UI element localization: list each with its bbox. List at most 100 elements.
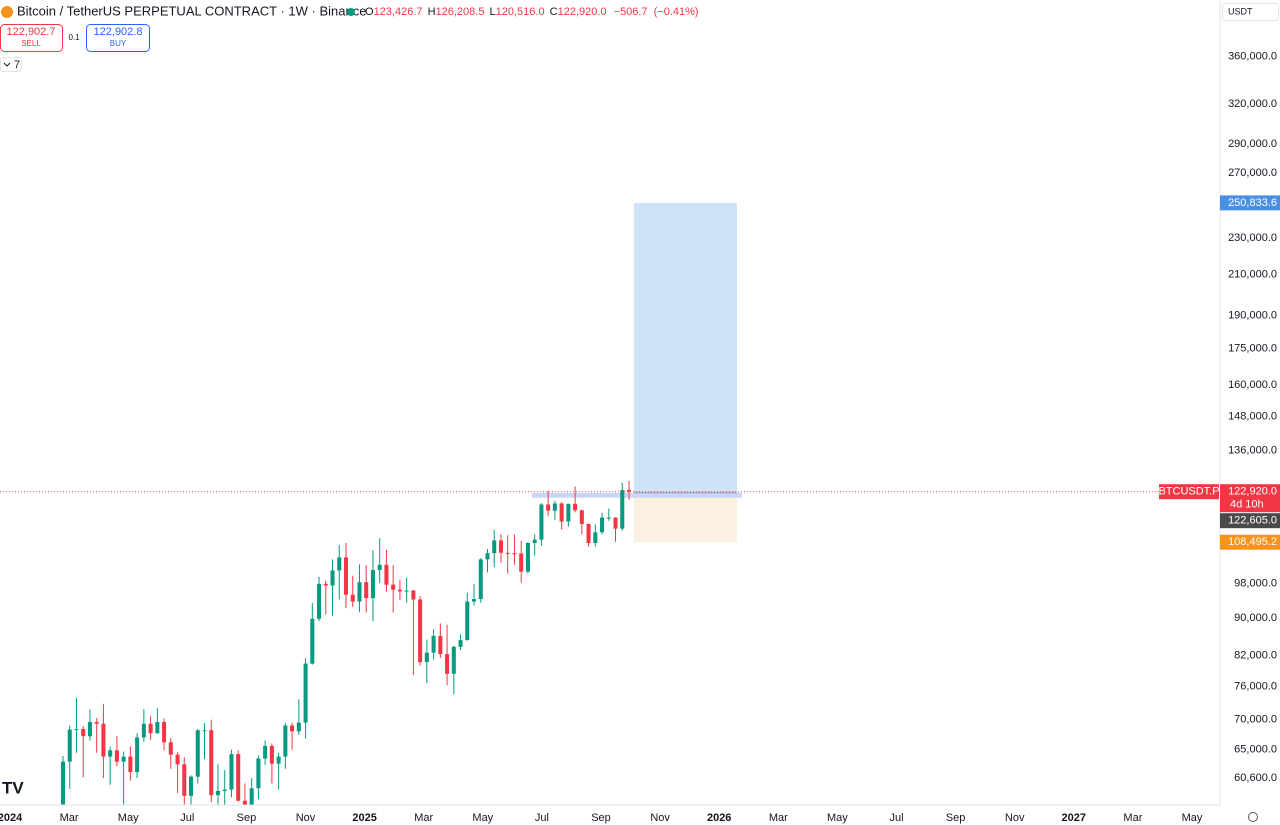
x-tick-label: 2025	[352, 812, 376, 824]
candle-body	[189, 776, 194, 796]
x-tick-label: Jul	[535, 812, 549, 824]
candle-body	[404, 590, 409, 592]
x-tick-label: 2026	[707, 812, 731, 824]
y-tick-label: 290,000.0	[1228, 138, 1277, 150]
price-label: 122,605.0	[1228, 515, 1277, 527]
toggle-box[interactable]	[0, 57, 22, 72]
entry-band	[532, 492, 742, 498]
y-tick-label: 98,000.0	[1234, 577, 1277, 589]
sell-box[interactable]	[0, 24, 63, 52]
candle-body	[546, 504, 551, 511]
x-tick-label: Jul	[889, 812, 903, 824]
candle-body	[182, 764, 187, 796]
candle-body	[229, 754, 234, 790]
candle-body	[606, 517, 611, 519]
x-tick-label: May	[118, 812, 139, 824]
candle-body	[384, 564, 389, 585]
candle-body	[357, 582, 362, 602]
candle-body	[81, 729, 86, 737]
candle-body	[263, 745, 268, 759]
candle-body	[128, 756, 133, 773]
candle-body	[283, 725, 288, 757]
currency[interactable]: USDT	[1228, 6, 1253, 16]
price-label-box	[1220, 513, 1280, 529]
buy-box[interactable]	[86, 24, 150, 52]
candle-body	[431, 635, 436, 653]
candle-body	[512, 553, 517, 555]
ohlc-value: 120,516.0	[496, 6, 545, 18]
x-tick-label: Jul	[180, 812, 194, 824]
currency-button[interactable]: USDT	[1222, 3, 1279, 21]
candle-body	[269, 745, 274, 764]
coin-icon	[1, 6, 13, 18]
buy-button[interactable]: 122,902.8 BUY	[86, 24, 150, 52]
x-tick-label: May	[1182, 812, 1203, 824]
y-tick-label: 270,000.0	[1228, 167, 1277, 179]
candle-body	[492, 540, 497, 554]
chevron[interactable]	[3, 62, 11, 67]
candle-body	[121, 756, 126, 762]
y-tick-label: 70,000.0	[1234, 714, 1277, 726]
ohlc-key: O	[365, 6, 374, 18]
candle-body	[114, 750, 119, 762]
candle-body	[350, 594, 355, 602]
symbol-title: Bitcoin / TetherUS PERPETUAL CONTRACT · …	[17, 3, 366, 18]
y-tick-label: 190,000.0	[1228, 309, 1277, 321]
y-tick-label: 76,000.0	[1234, 680, 1277, 692]
x-tick-label: Mar	[769, 812, 788, 824]
sell-text[interactable]: SELL	[21, 39, 41, 48]
candle-body	[593, 532, 598, 543]
x-tick-label: 2024	[0, 812, 23, 824]
ohlc-key: H	[428, 6, 436, 18]
y-tick-label: 82,000.0	[1234, 650, 1277, 662]
candle-body	[343, 557, 349, 595]
price-label: 108,495.2	[1228, 536, 1277, 548]
candle-body	[202, 730, 207, 732]
price-label: 250,833.6	[1228, 197, 1277, 209]
candle-body	[303, 663, 308, 723]
candle-body	[310, 618, 315, 664]
candle-body	[438, 635, 443, 655]
indicators-toggle[interactable]: 7	[0, 57, 22, 72]
candle-body	[67, 729, 72, 762]
indicator-count[interactable]: 7	[14, 59, 20, 71]
candle-body	[586, 523, 591, 543]
sell-button[interactable]: 122,902.7 SELL	[0, 24, 63, 52]
candle-body	[135, 737, 140, 773]
candle-body	[330, 570, 335, 586]
y-tick-label: 175,000.0	[1228, 343, 1277, 355]
candle-body	[370, 570, 375, 599]
x-tick-label: Sep	[591, 812, 611, 824]
settings-icon[interactable]	[1248, 812, 1258, 822]
x-tick-label: Sep	[237, 812, 257, 824]
buy-price[interactable]: 122,902.8	[94, 26, 143, 38]
candle-body	[175, 754, 180, 765]
candle-body	[148, 723, 153, 734]
symbol-label-box	[1159, 484, 1219, 500]
candle-body	[222, 789, 227, 791]
x-tick-label: Nov	[1005, 812, 1025, 824]
candle-body	[525, 542, 530, 572]
candle-body	[60, 761, 66, 805]
buy-text[interactable]: BUY	[110, 39, 127, 48]
currency-box[interactable]	[1222, 3, 1279, 21]
candle-body	[485, 553, 490, 560]
candle-body	[276, 756, 281, 764]
price-label-box	[1220, 195, 1280, 211]
candle-body	[323, 583, 328, 586]
y-tick-label: 160,000.0	[1228, 379, 1277, 391]
ohlc-key: L	[490, 6, 496, 18]
candle-body	[296, 722, 301, 732]
candle-body	[498, 540, 503, 553]
candle-body	[256, 758, 261, 789]
y-tick-label: 90,000.0	[1234, 612, 1277, 624]
price-label: 122,920.0	[1228, 486, 1277, 498]
candle-body	[377, 564, 382, 571]
candle-body	[552, 503, 557, 511]
candle-body	[418, 599, 423, 663]
x-tick-label: Nov	[650, 812, 670, 824]
sell-price[interactable]: 122,902.7	[7, 26, 56, 38]
x-tick-label: 2027	[1062, 812, 1086, 824]
